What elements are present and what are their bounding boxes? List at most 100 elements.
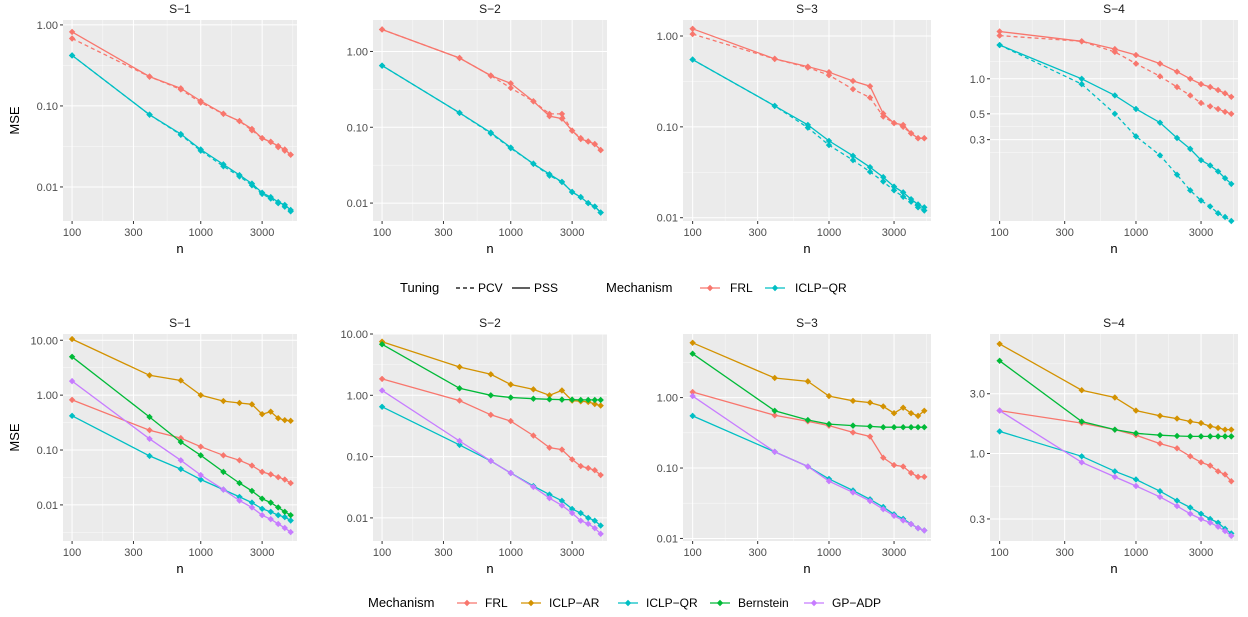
data-point: [996, 357, 1003, 364]
data-point: [996, 28, 1003, 35]
data-point: [899, 404, 907, 411]
data-point: [530, 432, 537, 439]
data-point: [804, 463, 812, 470]
data-point: [258, 134, 266, 142]
legend-key-marker: [716, 599, 724, 607]
data-point: [1078, 453, 1085, 460]
data-point: [907, 130, 915, 137]
data-point: [1187, 418, 1194, 425]
data-point: [907, 469, 915, 477]
data-point: [558, 110, 566, 118]
data-point: [890, 461, 898, 469]
series-frl-pcv-line: [71, 37, 292, 156]
y-tick-label: 10.00: [30, 335, 58, 347]
x-tick-label: 3000: [560, 547, 584, 559]
y-axis-label: MSE: [7, 423, 22, 452]
x-tick-label: 3000: [250, 547, 274, 559]
panel-r2-s-2: 100 300 1000 3000 0.01 0.10 1.00 10.00 S−2 n: [340, 316, 607, 576]
data-point: [1173, 415, 1181, 422]
legend-pcv-label: PCV: [478, 281, 503, 295]
data-point: [914, 473, 922, 481]
data-point: [890, 187, 898, 194]
data-point: [996, 428, 1003, 435]
series-bernstein: [689, 350, 928, 431]
data-point: [456, 54, 463, 62]
data-point: [1111, 468, 1119, 475]
data-point: [996, 41, 1003, 49]
data-point: [507, 469, 514, 477]
data-point: [1078, 418, 1085, 425]
data-point: [456, 441, 463, 449]
data-point: [1206, 462, 1214, 469]
series-bernstein: [378, 341, 604, 404]
data-point: [921, 207, 928, 214]
data-point: [267, 471, 274, 478]
series-bernstein: [68, 353, 294, 519]
legend-frl-label: FRL: [730, 281, 753, 295]
data-point: [146, 426, 153, 434]
legend-key-marker: [706, 284, 714, 292]
panel-background: [63, 20, 297, 221]
data-point: [825, 72, 833, 79]
legend-mechanism-title: Mechanism: [606, 280, 672, 295]
data-point: [1173, 68, 1181, 75]
data-point: [1228, 180, 1235, 188]
data-point: [236, 399, 243, 407]
data-point: [456, 385, 463, 392]
legend-bottom-mechanism-title: Mechanism: [368, 595, 434, 610]
data-point: [825, 478, 833, 485]
x-tick-label: 1000: [817, 547, 841, 559]
data-point: [890, 410, 898, 417]
data-point: [1228, 532, 1235, 540]
data-point: [68, 52, 76, 59]
data-point: [996, 32, 1003, 39]
x-tick-label: 1000: [188, 227, 212, 239]
data-point: [558, 387, 566, 394]
legend-bottom-bernstein-label: Bernstein: [738, 596, 789, 610]
data-point: [1221, 426, 1229, 433]
data-point: [1132, 430, 1140, 437]
data-point: [281, 524, 288, 532]
data-point: [236, 497, 243, 504]
data-point: [689, 412, 696, 420]
data-point: [1111, 48, 1119, 56]
data-point: [771, 448, 778, 455]
data-point: [689, 350, 696, 357]
data-point: [591, 203, 598, 210]
data-point: [281, 513, 288, 521]
data-point: [1197, 419, 1205, 427]
data-point: [146, 111, 153, 118]
data-point: [1206, 519, 1214, 526]
data-point: [1111, 92, 1119, 99]
data-point: [558, 446, 566, 453]
data-point: [1214, 468, 1222, 475]
data-point: [274, 143, 282, 151]
data-point: [1206, 203, 1214, 210]
data-point: [577, 517, 584, 524]
data-point: [1214, 105, 1222, 113]
data-point: [1228, 478, 1235, 485]
series-frl-pcv-line: [999, 34, 1232, 115]
legend-key-marker: [624, 599, 632, 607]
data-point: [1214, 86, 1222, 94]
y-tick-label: 1.00: [347, 390, 368, 402]
data-point: [177, 86, 185, 93]
data-point: [1156, 440, 1164, 447]
legend-top: Tuning PCV PSS Mechanism FRL ICLP−QR: [400, 280, 847, 295]
data-point: [177, 457, 185, 464]
data-point: [1187, 433, 1194, 440]
data-point: [274, 200, 282, 207]
y-tick-label: 0.5: [970, 109, 985, 121]
data-point: [584, 514, 592, 522]
series-iclp-ar: [689, 339, 928, 420]
legend-pss-label: PSS: [534, 281, 558, 295]
series-gp-adp: [378, 387, 604, 538]
x-tick-label: 1000: [1124, 227, 1148, 239]
data-point: [287, 479, 294, 487]
y-tick-label: 0.10: [37, 101, 58, 113]
data-point: [236, 479, 243, 487]
series-iclp-qr-pcv: [689, 56, 928, 214]
data-point: [558, 502, 566, 509]
y-tick-label: 0.01: [347, 198, 368, 210]
y-axis-label: MSE: [7, 106, 22, 135]
